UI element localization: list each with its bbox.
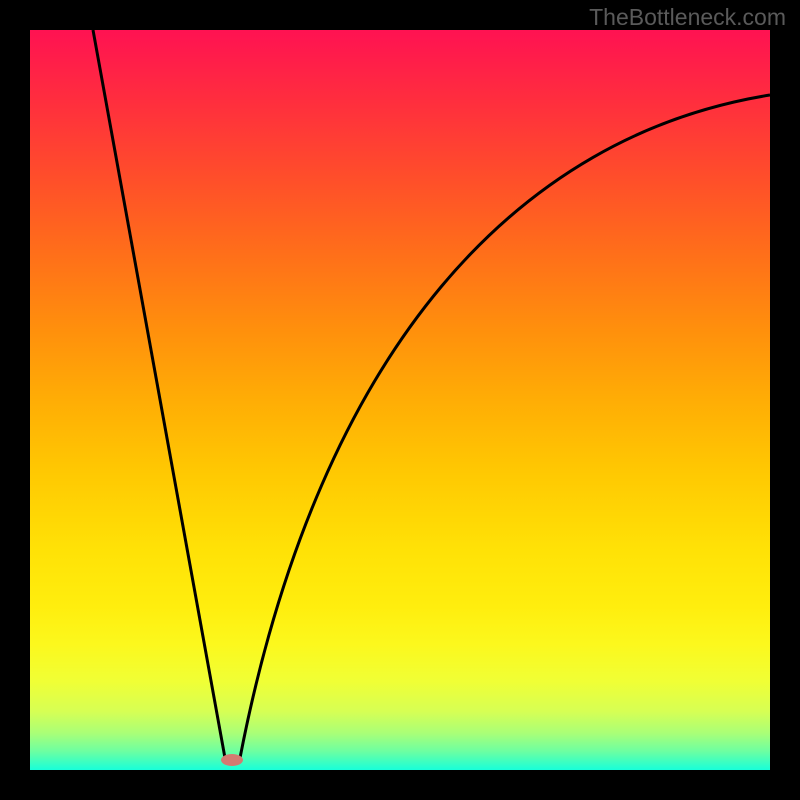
watermark-text: TheBottleneck.com	[589, 4, 786, 31]
curve-right-branch	[240, 95, 770, 758]
chart-container: TheBottleneck.com	[0, 0, 800, 800]
curve-left-branch	[93, 30, 225, 758]
plot-area	[30, 30, 770, 770]
minimum-marker	[221, 754, 243, 766]
curve-layer	[30, 30, 770, 770]
